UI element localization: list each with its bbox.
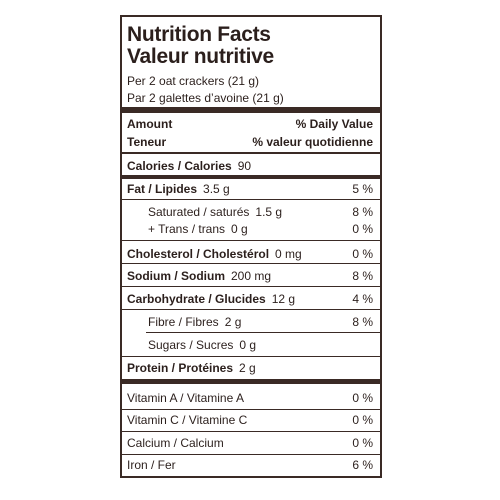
nutrient-row: Fat / Lipides 3.5 g [127,182,230,196]
nutrient-amount: 2 g [224,315,242,329]
nutrient-name: Calories / Calories [127,159,232,173]
daily-value: 8 % [352,205,373,219]
nutrient-amount: 3.5 g [203,182,230,196]
nutrition-label: Nutrition Facts Valeur nutritive Per 2 oat… [120,15,382,478]
nutrient-name: Sodium / Sodium [127,269,225,283]
nutrient-name: Cholesterol / Cholestérol [127,247,270,261]
rule [122,175,380,179]
daily-value: 4 % [352,292,373,306]
nutrient-row: Protein / Protéines 2 g [127,361,256,375]
rule [122,199,380,200]
vitamin-name: Vitamin C / Vitamine C [127,413,248,427]
nutrient-amount: 0 g [239,338,257,352]
rule [122,379,380,384]
nutrient-row: Sugars / Sucres 0 g [148,338,256,352]
rule [122,107,380,113]
column-dv: % Daily Value [295,117,373,131]
title-fr: Valeur nutritive [127,45,274,68]
nutrient-name: + Trans / trans [148,222,226,236]
rule [122,152,380,154]
daily-value: 0 % [352,222,373,236]
nutrient-row: + Trans / trans 0 g [148,222,248,236]
nutrient-name: Sugars / Sucres [148,338,234,352]
nutrient-amount: 200 mg [231,269,272,283]
serving-fr: Par 2 galettes d’avoine (21 g) [127,91,284,105]
daily-value: 0 % [352,413,373,427]
rule [122,263,380,264]
column-amount: Teneur [127,135,167,149]
nutrient-row: Cholesterol / Cholestérol 0 mg [127,247,302,261]
daily-value: 8 % [352,269,373,283]
nutrient-amount: 2 g [239,361,256,375]
rule [122,409,380,410]
nutrient-amount: 0 g [231,222,248,236]
vitamin-name: Calcium / Calcium [127,436,224,450]
daily-value: 8 % [352,315,373,329]
nutrient-row: Calories / Calories 90 [127,159,251,173]
nutrient-row: Carbohydrate / Glucides 12 g [127,292,295,306]
rule [122,356,380,357]
rule [122,309,380,310]
nutrient-amount: 1.5 g [255,205,283,219]
nutrient-name: Carbohydrate / Glucides [127,292,266,306]
vitamin-name: Vitamin A / Vitamine A [127,391,244,405]
daily-value: 0 % [352,391,373,405]
nutrient-row: Sodium / Sodium 200 mg [127,269,271,283]
nutrient-name: Fibre / Fibres [148,315,219,329]
rule [146,332,380,333]
nutrient-name: Protein / Protéines [127,361,234,375]
title-en: Nutrition Facts [127,23,271,46]
daily-value: 6 % [352,458,373,472]
nutrient-amount: 90 [237,159,252,173]
rule [122,431,380,432]
rule [122,286,380,287]
column-amount: Amount [127,117,173,131]
nutrient-name: Saturated / saturés [148,205,250,219]
nutrient-amount: 0 mg [275,247,302,261]
column-dv: % valeur quotidienne [252,135,373,149]
vitamin-name: Iron / Fer [127,458,176,472]
nutrient-amount: 12 g [271,292,296,306]
serving-en: Per 2 oat crackers (21 g) [127,74,260,88]
daily-value: 0 % [352,436,373,450]
nutrient-row: Fibre / Fibres 2 g [148,315,241,329]
nutrient-name: Fat / Lipides [127,182,198,196]
daily-value: 0 % [352,247,373,261]
nutrient-row: Saturated / saturés 1.5 g [148,205,282,219]
daily-value: 5 % [352,182,373,196]
rule [122,240,380,241]
rule [122,454,380,455]
